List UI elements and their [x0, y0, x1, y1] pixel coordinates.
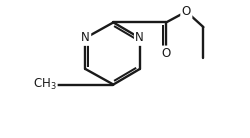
Text: O: O	[182, 5, 191, 18]
Text: CH$_3$: CH$_3$	[33, 77, 57, 92]
Text: O: O	[162, 47, 171, 60]
Text: N: N	[81, 31, 90, 44]
Text: N: N	[135, 31, 144, 44]
